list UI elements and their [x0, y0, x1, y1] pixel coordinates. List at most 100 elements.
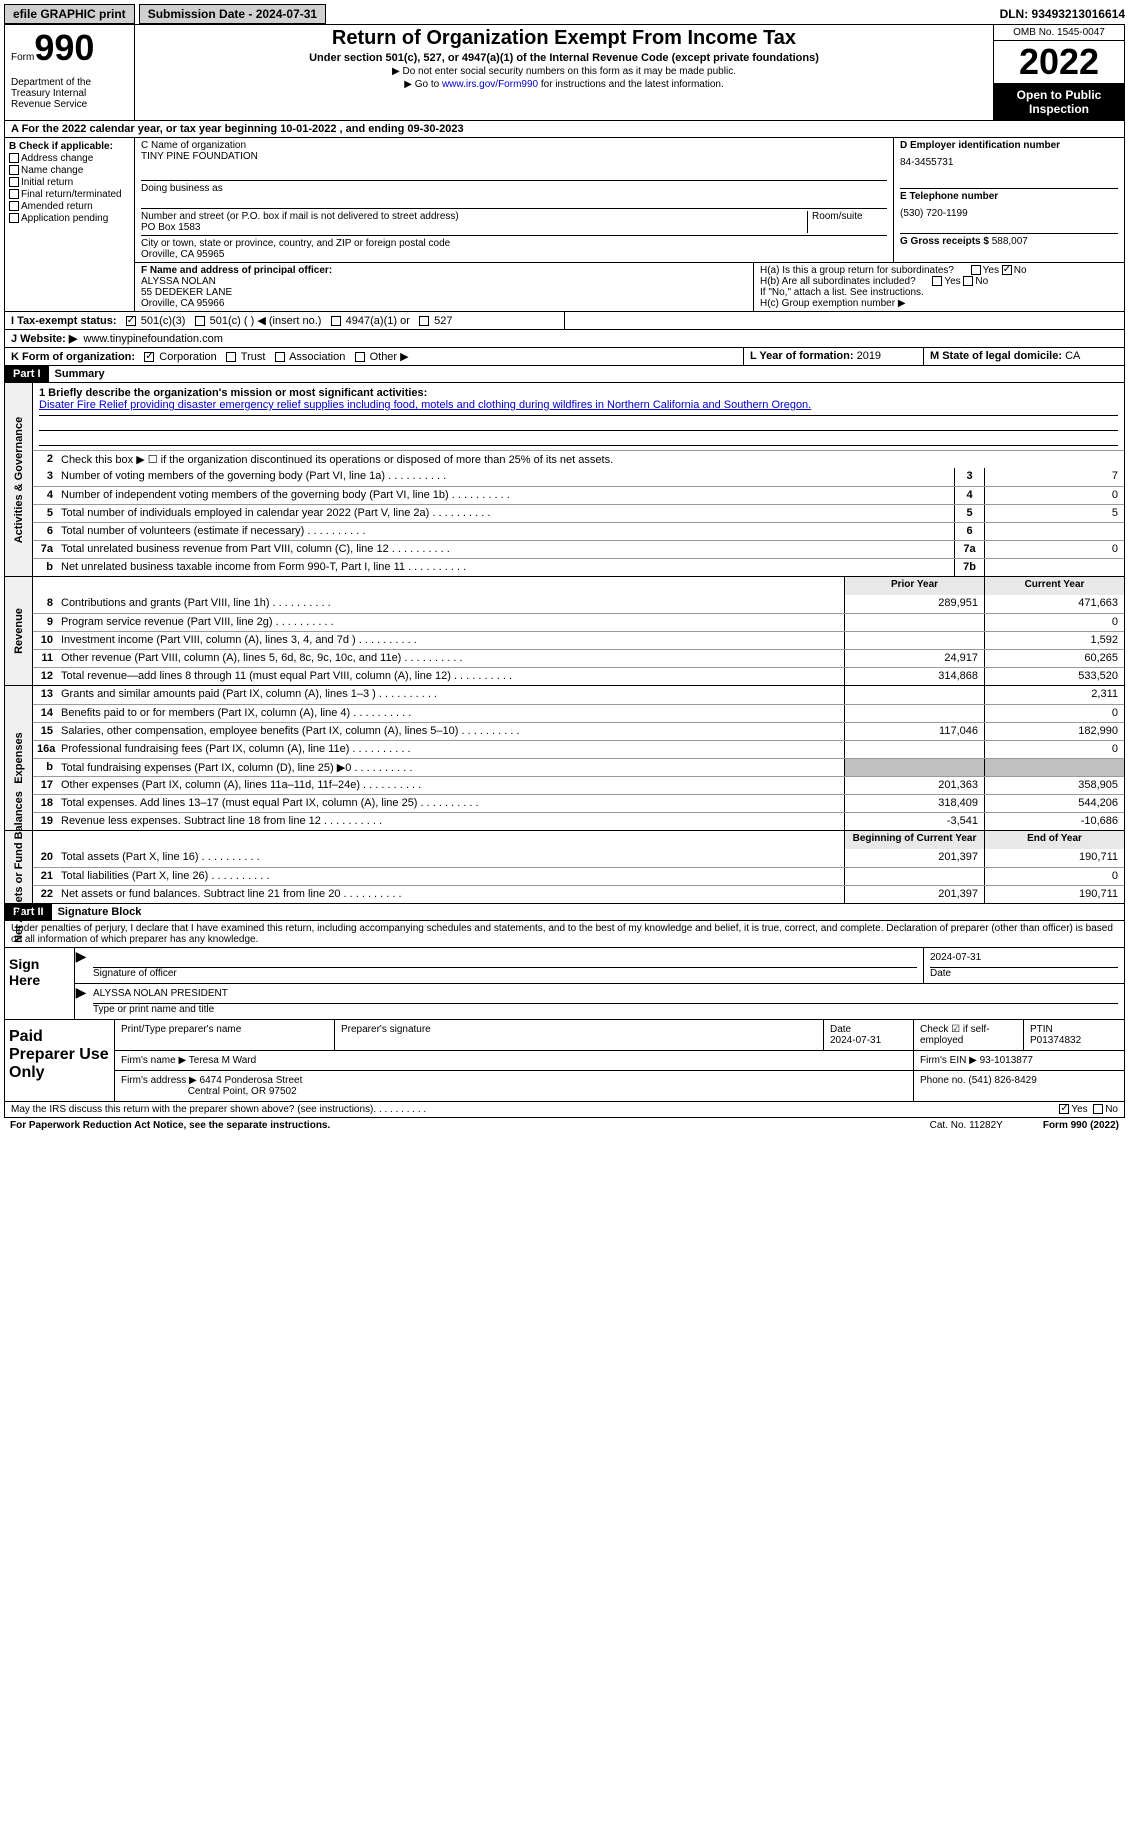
line-5: 5 Total number of individuals employed i… [33, 504, 1124, 522]
vlabel-revenue: Revenue [13, 608, 25, 654]
part1-title: Summary [49, 366, 111, 382]
officer-addr1: 55 DEDEKER LANE [141, 287, 232, 298]
row-m-state: M State of legal domicile: CA [924, 348, 1124, 365]
ha-label: H(a) Is this a group return for subordin… [760, 265, 954, 276]
name-title: ALYSSA NOLAN PRESIDENT [93, 988, 1118, 1004]
prep-date: 2024-07-31 [830, 1035, 881, 1046]
line-22: 22 Net assets or fund balances. Subtract… [33, 885, 1124, 903]
line2: Check this box ▶ ☐ if the organization d… [57, 451, 1124, 468]
hc-label: H(c) Group exemption number ▶ [760, 298, 1118, 309]
prep-sig-label: Preparer's signature [335, 1020, 824, 1050]
end-year-hdr: End of Year [984, 831, 1124, 849]
ein-label: D Employer identification number [900, 140, 1060, 151]
org-name-label: C Name of organization [141, 140, 887, 151]
dept-treasury: Department of the Treasury Internal Reve… [11, 77, 128, 110]
sig-date-label: Date [930, 968, 951, 979]
efile-btn[interactable]: efile GRAPHIC print [4, 4, 135, 24]
line-6: 6 Total number of volunteers (estimate i… [33, 522, 1124, 540]
line-b: b Net unrelated business taxable income … [33, 558, 1124, 576]
form-title: Return of Organization Exempt From Incom… [141, 27, 987, 50]
sig-officer-label: Signature of officer [93, 968, 177, 979]
ein: 84-3455731 [900, 157, 1118, 168]
submission-btn[interactable]: Submission Date - 2024-07-31 [139, 4, 326, 24]
line-13: 13 Grants and similar amounts paid (Part… [33, 686, 1124, 704]
mission-label: 1 Briefly describe the organization's mi… [39, 387, 427, 399]
prep-date-label: Date [830, 1024, 851, 1035]
firm-addr2: Central Point, OR 97502 [188, 1086, 297, 1097]
line-9: 9 Program service revenue (Part VIII, li… [33, 613, 1124, 631]
row-h-right [565, 312, 577, 329]
vlabel-netassets: Net Assets or Fund Balances [13, 791, 25, 943]
firm-name-label: Firm's name ▶ [121, 1055, 186, 1066]
row-j-website: J Website: ▶ www.tinypinefoundation.com [4, 330, 1125, 348]
line-19: 19 Revenue less expenses. Subtract line … [33, 812, 1124, 830]
line-18: 18 Total expenses. Add lines 13–17 (must… [33, 794, 1124, 812]
sig-declaration: Under penalties of perjury, I declare th… [5, 921, 1124, 947]
mission-text: Disater Fire Relief providing disaster e… [39, 399, 811, 411]
line-10: 10 Investment income (Part VIII, column … [33, 631, 1124, 649]
part1-header: Part I [5, 366, 49, 382]
firm-addr1: 6474 Ponderosa Street [200, 1075, 303, 1086]
prep-check: Check ☑ if self-employed [914, 1020, 1024, 1050]
paid-prep-label: Paid Preparer Use Only [5, 1020, 115, 1101]
row-a-taxyear: A For the 2022 calendar year, or tax yea… [4, 121, 1125, 138]
prep-name-label: Print/Type preparer's name [115, 1020, 335, 1050]
tax-year: 2022 [994, 41, 1124, 84]
sig-date: 2024-07-31 [930, 952, 1118, 968]
line-12: 12 Total revenue—add lines 8 through 11 … [33, 667, 1124, 685]
col-b-checkboxes: B Check if applicable: Address change Na… [5, 138, 135, 311]
name-title-label: Type or print name and title [93, 1004, 214, 1015]
form-note2: ▶ Go to www.irs.gov/Form990 for instruct… [141, 79, 987, 90]
line-21: 21 Total liabilities (Part X, line 26) 0 [33, 867, 1124, 885]
firm-ein-label: Firm's EIN ▶ [920, 1055, 977, 1066]
discuss-label: May the IRS discuss this return with the… [11, 1104, 373, 1115]
irs-link[interactable]: www.irs.gov/Form990 [442, 79, 538, 90]
city-label: City or town, state or province, country… [141, 238, 887, 249]
topbar: efile GRAPHIC print Submission Date - 20… [4, 4, 1125, 24]
line-3: 3 Number of voting members of the govern… [33, 468, 1124, 486]
firm-addr-label: Firm's address ▶ [121, 1075, 197, 1086]
line-11: 11 Other revenue (Part VIII, column (A),… [33, 649, 1124, 667]
phone-label: E Telephone number [900, 191, 998, 202]
line-15: 15 Salaries, other compensation, employe… [33, 722, 1124, 740]
form-note1: ▶ Do not enter social security numbers o… [141, 66, 987, 77]
prior-year-hdr: Prior Year [844, 577, 984, 595]
open-inspection: Open to Public Inspection [994, 84, 1124, 120]
firm-phone: (541) 826-8429 [968, 1075, 1036, 1086]
line-7a: 7a Total unrelated business revenue from… [33, 540, 1124, 558]
line-17: 17 Other expenses (Part IX, column (A), … [33, 776, 1124, 794]
cat-no: Cat. No. 11282Y [930, 1120, 1003, 1131]
addr-label: Number and street (or P.O. box if mail i… [141, 211, 807, 222]
officer-label: F Name and address of principal officer: [141, 265, 332, 276]
firm-ein: 93-1013877 [980, 1055, 1033, 1066]
row-l-year: L Year of formation: 2019 [744, 348, 924, 365]
omb-number: OMB No. 1545-0047 [994, 25, 1124, 41]
ptin: P01374832 [1030, 1035, 1081, 1046]
hb-note: If "No," attach a list. See instructions… [760, 287, 1118, 298]
line-14: 14 Benefits paid to or for members (Part… [33, 704, 1124, 722]
room-label: Room/suite [807, 211, 887, 233]
officer-name: ALYSSA NOLAN [141, 276, 216, 287]
line-4: 4 Number of independent voting members o… [33, 486, 1124, 504]
row-i-status: I Tax-exempt status: 501(c)(3) 501(c) ( … [5, 312, 565, 329]
vlabel-activities: Activities & Governance [13, 416, 25, 543]
dba-label: Doing business as [141, 180, 887, 194]
paperwork-notice: For Paperwork Reduction Act Notice, see … [10, 1120, 330, 1131]
part2-header: Part II [5, 904, 52, 920]
addr: PO Box 1583 [141, 222, 807, 233]
form-word: Form [11, 52, 34, 63]
vlabel-expenses: Expenses [13, 732, 25, 783]
form-subtitle: Under section 501(c), 527, or 4947(a)(1)… [141, 52, 987, 64]
officer-addr2: Oroville, CA 95966 [141, 298, 224, 309]
phone: (530) 720-1199 [900, 208, 1118, 219]
curr-year-hdr: Current Year [984, 577, 1124, 595]
sign-here-label: Sign Here [5, 948, 75, 1019]
form-number: 990 [34, 27, 94, 68]
line-8: 8 Contributions and grants (Part VIII, l… [33, 595, 1124, 613]
city: Oroville, CA 95965 [141, 249, 887, 260]
line-20: 20 Total assets (Part X, line 16) 201,39… [33, 849, 1124, 867]
form-ref: Form 990 (2022) [1043, 1120, 1119, 1131]
line-16a: 16a Professional fundraising fees (Part … [33, 740, 1124, 758]
ptin-label: PTIN [1030, 1024, 1053, 1035]
org-name: TINY PINE FOUNDATION [141, 151, 887, 162]
